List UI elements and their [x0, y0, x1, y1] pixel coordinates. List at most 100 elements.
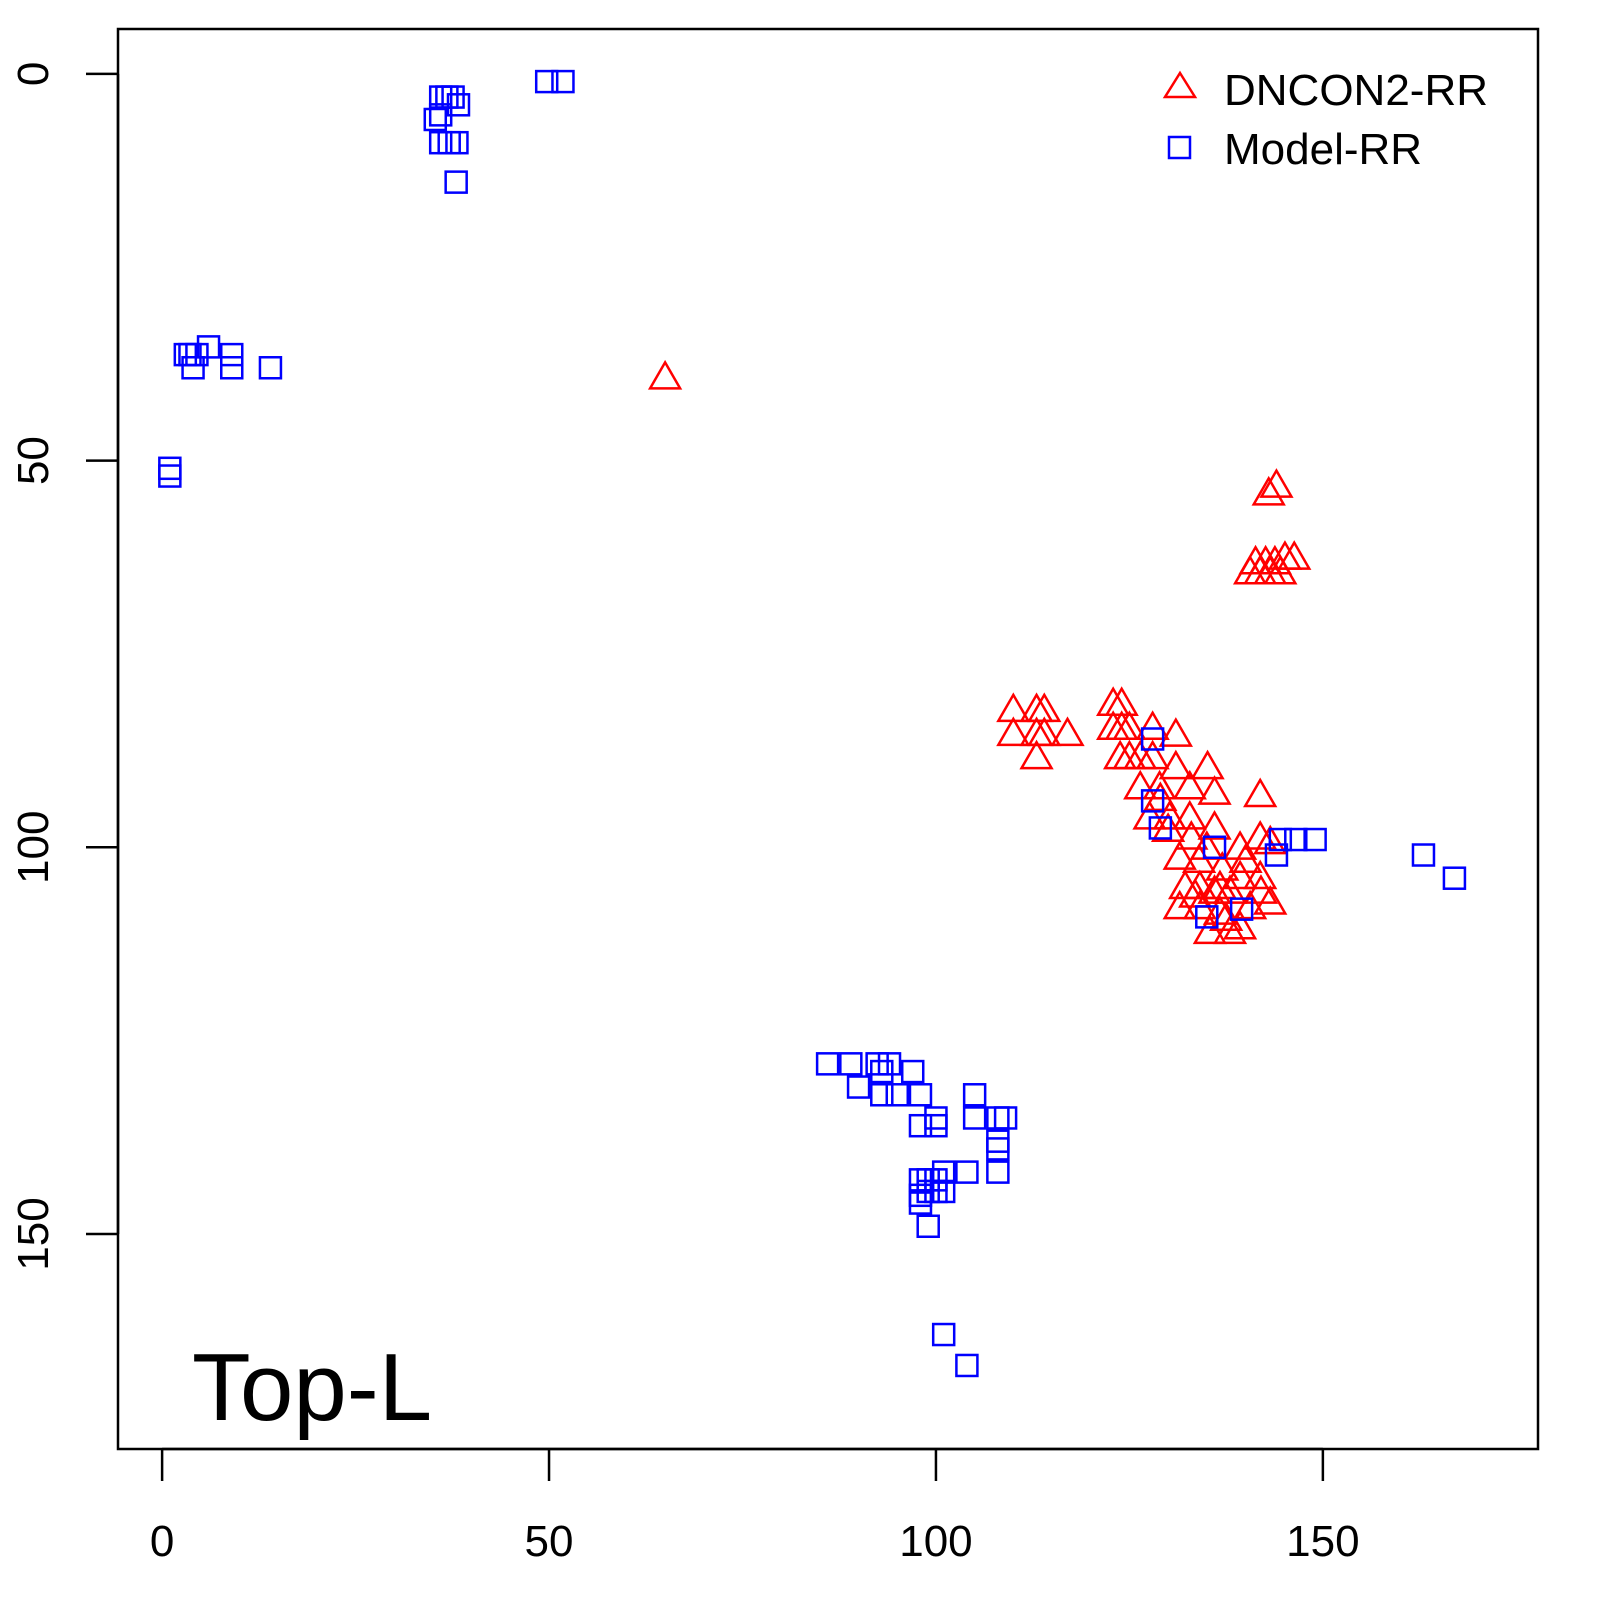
point-dncon2-rr	[1162, 889, 1197, 920]
point-model-rr	[423, 107, 448, 132]
point-dncon2-rr	[1243, 859, 1278, 890]
point-model-rr	[986, 1160, 1010, 1184]
point-dncon2-rr	[1251, 475, 1286, 506]
y-tick-label: 50	[9, 436, 58, 485]
point-dncon2-rr	[647, 359, 683, 390]
point-dncon2-rr	[1259, 468, 1294, 498]
legend-triangle-icon	[1162, 70, 1198, 99]
point-model-rr	[885, 1083, 910, 1107]
point-model-rr	[181, 356, 205, 380]
point-dncon2-rr	[1143, 781, 1178, 812]
point-model-rr	[1268, 827, 1293, 852]
point-dncon2-rr	[1158, 749, 1194, 780]
point-model-rr	[158, 464, 182, 488]
point-model-rr	[445, 130, 469, 155]
point-model-rr	[962, 1083, 987, 1107]
point-model-rr	[1195, 905, 1219, 929]
point-dncon2-rr	[1050, 716, 1085, 747]
point-model-rr	[441, 85, 465, 109]
point-dncon2-rr	[1208, 901, 1244, 932]
legend-label-dncon2: DNCON2-RR	[1224, 66, 1488, 115]
point-model-rr	[955, 1160, 979, 1184]
point-model-rr	[908, 1113, 933, 1138]
point-dncon2-rr	[1243, 820, 1278, 850]
point-dncon2-rr	[1112, 710, 1147, 740]
point-model-rr	[931, 1179, 956, 1204]
point-model-rr	[220, 342, 244, 367]
x-tick-label: 50	[525, 1517, 574, 1566]
point-model-rr	[877, 1052, 902, 1076]
x-tick-label: 100	[899, 1517, 972, 1566]
point-dncon2-rr	[1158, 717, 1194, 747]
x-tick-label: 150	[1286, 1517, 1359, 1566]
point-model-rr	[1442, 866, 1467, 890]
point-model-rr	[924, 1113, 948, 1138]
point-dncon2-rr	[1123, 769, 1158, 800]
y-tick-label: 0	[9, 62, 58, 86]
point-model-rr	[916, 1214, 940, 1239]
point-dncon2-rr	[1150, 812, 1186, 843]
point-dncon2-rr	[1205, 850, 1240, 881]
point-model-rr	[955, 1353, 979, 1378]
point-dncon2-rr	[1222, 859, 1258, 890]
point-dncon2-rr	[1174, 820, 1209, 850]
point-model-rr	[534, 69, 559, 94]
plot-frame	[116, 27, 1540, 1451]
point-model-rr	[924, 1106, 948, 1130]
point-model-rr	[993, 1106, 1018, 1130]
point-model-rr	[839, 1052, 863, 1076]
point-dncon2-rr	[1172, 769, 1207, 800]
point-dncon2-rr	[1243, 777, 1278, 808]
point-model-rr	[437, 130, 461, 155]
point-model-rr	[986, 1129, 1010, 1153]
point-dncon2-rr	[1253, 885, 1288, 915]
x-tick-label: 0	[150, 1517, 174, 1566]
point-model-rr	[158, 456, 182, 481]
legend-label-model: Model-RR	[1224, 125, 1422, 174]
point-model-rr	[908, 1083, 933, 1107]
panel-annotation: Top-L	[192, 1334, 432, 1441]
point-dncon2-rr	[1197, 809, 1232, 840]
point-model-rr	[1411, 843, 1436, 867]
point-model-rr	[258, 356, 283, 380]
point-dncon2-rr	[1232, 889, 1268, 920]
point-model-rr	[1284, 827, 1308, 852]
point-dncon2-rr	[1027, 716, 1062, 747]
point-dncon2-rr	[1142, 769, 1177, 800]
point-model-rr	[428, 103, 453, 127]
point-model-rr	[986, 1106, 1010, 1130]
point-model-rr	[1229, 897, 1254, 921]
legend: DNCON2-RR Model-RR	[1162, 66, 1488, 174]
point-model-rr	[865, 1052, 889, 1076]
legend-square-icon	[1167, 135, 1192, 160]
point-dncon2-rr	[1135, 739, 1170, 770]
point-model-rr	[815, 1052, 840, 1076]
point-model-rr	[551, 69, 575, 94]
point-dncon2-rr	[1197, 874, 1232, 904]
point-model-rr	[444, 170, 468, 194]
point-dncon2-rr	[1228, 843, 1263, 873]
point-model-rr	[931, 1322, 956, 1347]
point-model-rr	[1140, 789, 1165, 813]
point-model-rr	[846, 1075, 871, 1099]
point-model-rr	[870, 1083, 894, 1107]
point-dncon2-rr	[1190, 749, 1225, 780]
point-model-rr	[931, 1160, 956, 1184]
point-model-rr	[962, 1106, 987, 1130]
y-tick-label: 100	[9, 811, 58, 884]
point-dncon2-rr	[1172, 799, 1207, 830]
point-dncon2-rr	[1197, 775, 1232, 805]
point-dncon2-rr	[1257, 544, 1293, 575]
point-model-rr	[220, 356, 244, 380]
point-model-rr	[1202, 835, 1227, 860]
point-model-rr	[185, 342, 209, 367]
point-dncon2-rr	[1019, 739, 1054, 770]
point-dncon2-rr	[1162, 840, 1197, 870]
point-dncon2-rr	[1277, 540, 1312, 570]
point-model-rr	[1140, 727, 1165, 751]
point-dncon2-rr	[1222, 909, 1258, 940]
point-dncon2-rr	[1253, 824, 1288, 855]
point-model-rr	[900, 1059, 925, 1084]
point-dncon2-rr	[996, 716, 1031, 747]
